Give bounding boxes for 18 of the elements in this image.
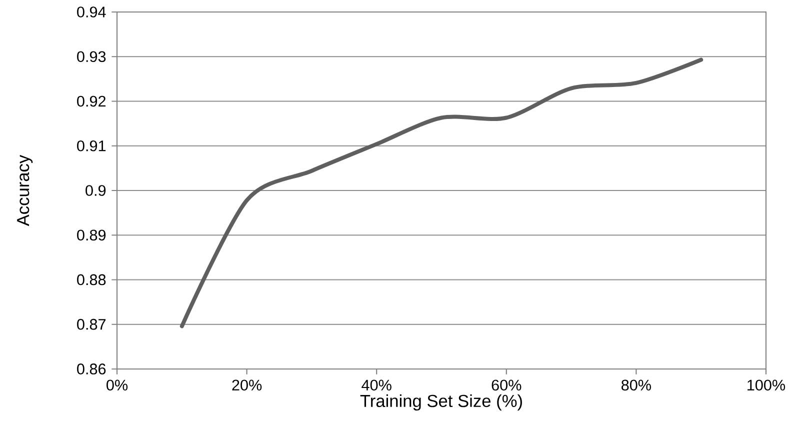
x-axis-title: Training Set Size (%) [360,394,522,411]
x-tick-label: 0% [106,380,128,391]
y-tick-label: 0.91 [77,140,106,152]
x-tick-label: 100% [748,380,786,391]
y-tick-label: 0.92 [77,96,106,107]
y-tick-label: 0.89 [77,230,106,241]
y-tick-label: 0.86 [77,364,106,374]
x-tick-label: 20% [232,380,262,391]
y-tick-label: 0.88 [77,274,106,286]
x-tick-label: 60% [492,380,522,391]
y-tick-label: 0.94 [77,6,106,18]
y-tick-label: 0.87 [77,318,106,330]
x-tick-label: 80% [622,380,651,391]
x-tick-label: 40% [362,380,392,391]
y-tick-label: 0.93 [77,51,106,62]
y-tick-label: 0.9 [86,185,106,196]
line-series [180,58,704,328]
y-axis-title: Accuracy [17,154,33,226]
